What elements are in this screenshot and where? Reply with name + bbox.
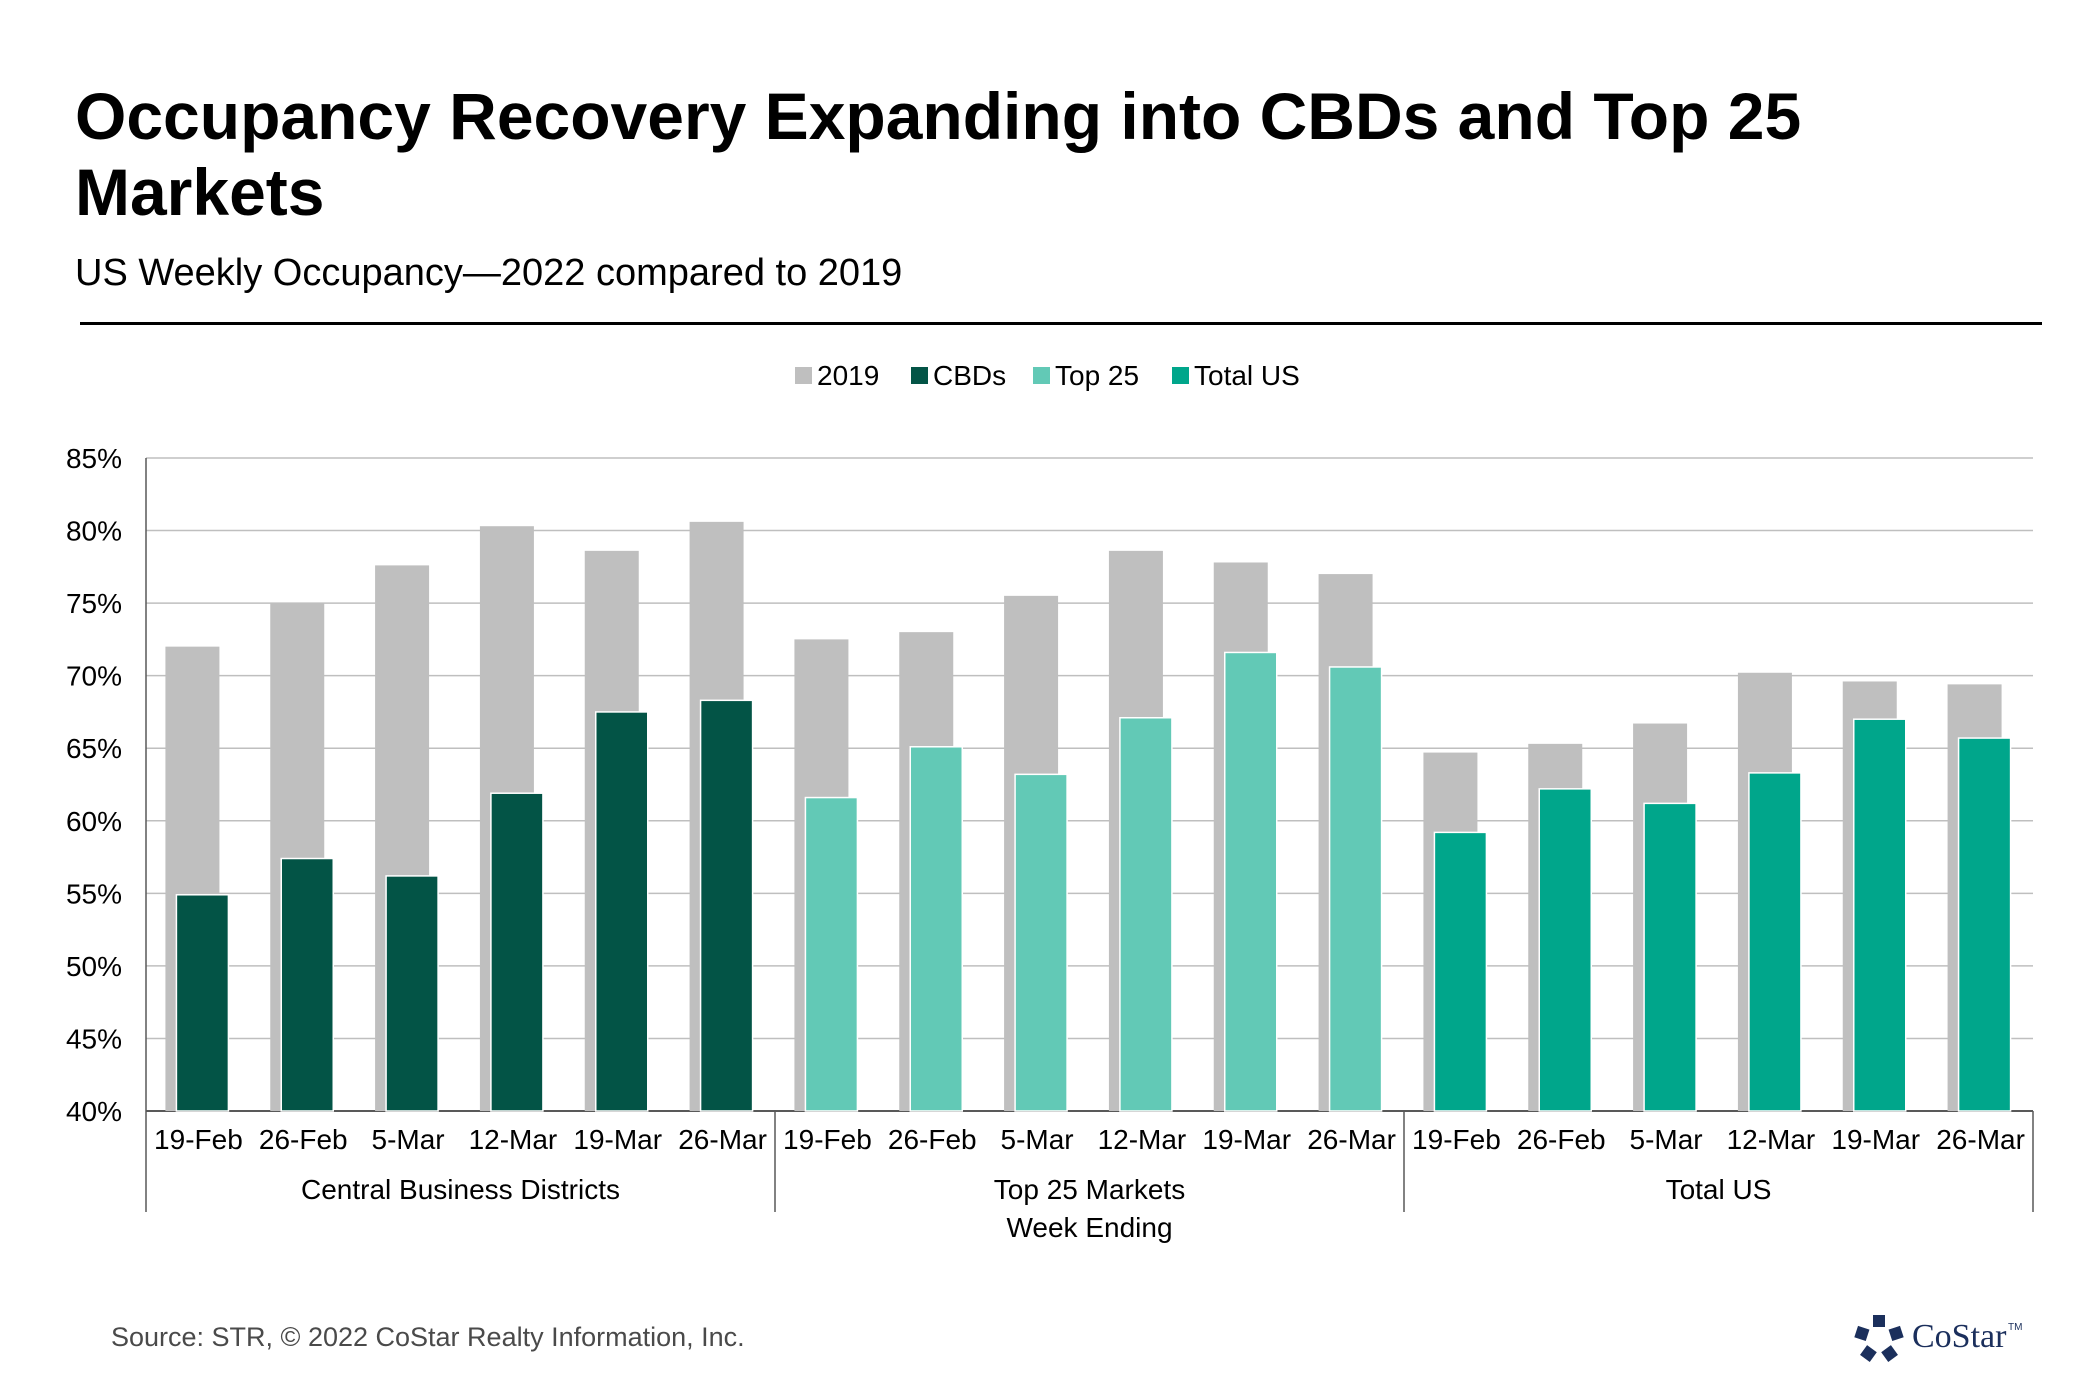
chart-title: Occupancy Recovery Expanding into CBDs a… (75, 79, 1802, 229)
y-tick-label: 85% (66, 443, 122, 474)
bar-total-us (1748, 772, 1802, 1112)
y-tick-label: 60% (66, 806, 122, 837)
x-tick-label: 19-Mar (1202, 1124, 1291, 1155)
chart-subtitle: US Weekly Occupancy—2022 compared to 201… (75, 252, 903, 294)
x-tick-label: 19-Mar (573, 1124, 662, 1155)
x-tick-label: 26-Mar (1936, 1124, 2025, 1155)
bar-top-25 (1328, 666, 1383, 1112)
bar-top-25 (804, 796, 859, 1112)
legend-swatch (1172, 367, 1189, 384)
bar-total-us (1538, 788, 1592, 1112)
bar-cbds (699, 699, 754, 1112)
group-label: Total US (1666, 1174, 1772, 1205)
legend-label: Total US (1194, 360, 1300, 391)
y-tick-label: 40% (66, 1096, 122, 1127)
x-tick-label: 19-Feb (783, 1124, 872, 1155)
bar-cbds (175, 894, 230, 1112)
x-tick-label: 5-Mar (1630, 1124, 1703, 1155)
bar-cbds (490, 792, 544, 1112)
bar-cbds (280, 857, 334, 1112)
bar-top-25 (909, 746, 963, 1112)
costar-star-icon (1854, 1315, 1904, 1362)
costar-logo-tm: TM (2008, 1322, 2023, 1333)
x-tick-label: 5-Mar (372, 1124, 445, 1155)
bar-top-25 (1119, 716, 1173, 1112)
bar-cbds (385, 875, 439, 1112)
bar-total-us (1853, 718, 1907, 1112)
bar-total-us (1433, 831, 1488, 1112)
x-tick-label: 26-Feb (888, 1124, 977, 1155)
legend-swatch (1033, 367, 1050, 384)
x-tick-label: 19-Mar (1831, 1124, 1920, 1155)
x-tick-label: 26-Feb (1517, 1124, 1606, 1155)
group-label: Top 25 Markets (994, 1174, 1185, 1205)
x-tick-label: 5-Mar (1001, 1124, 1074, 1155)
source-note: Source: STR, © 2022 CoStar Realty Inform… (111, 1322, 745, 1352)
x-tick-label: 26-Feb (259, 1124, 348, 1155)
legend-label: Top 25 (1055, 360, 1139, 391)
bar-total-us (1643, 802, 1697, 1112)
y-tick-label: 70% (66, 661, 122, 692)
costar-logo: CoStar (1912, 1318, 2007, 1355)
y-tick-label: 50% (66, 951, 122, 982)
bar-top-25 (1014, 773, 1068, 1112)
x-tick-label: 12-Mar (469, 1124, 558, 1155)
x-axis-title: Week Ending (1006, 1212, 1172, 1243)
x-tick-label: 12-Mar (1727, 1124, 1816, 1155)
bar-cbds (595, 711, 649, 1112)
y-tick-label: 55% (66, 878, 122, 909)
x-tick-label: 26-Mar (678, 1124, 767, 1155)
legend-label: CBDs (933, 360, 1006, 391)
y-tick-label: 65% (66, 733, 122, 764)
x-tick-label: 26-Mar (1307, 1124, 1396, 1155)
legend-label: 2019 (817, 360, 879, 391)
x-tick-label: 12-Mar (1098, 1124, 1187, 1155)
y-tick-label: 75% (66, 588, 122, 619)
x-tick-label: 19-Feb (154, 1124, 243, 1155)
bar-top-25 (1224, 651, 1278, 1112)
group-label: Central Business Districts (301, 1174, 620, 1205)
bar-total-us (1957, 737, 2012, 1112)
title-divider (80, 322, 2042, 325)
x-tick-label: 19-Feb (1412, 1124, 1501, 1155)
legend-swatch (795, 367, 812, 384)
y-tick-label: 45% (66, 1023, 122, 1054)
legend-swatch (911, 367, 928, 384)
y-tick-label: 80% (66, 516, 122, 547)
